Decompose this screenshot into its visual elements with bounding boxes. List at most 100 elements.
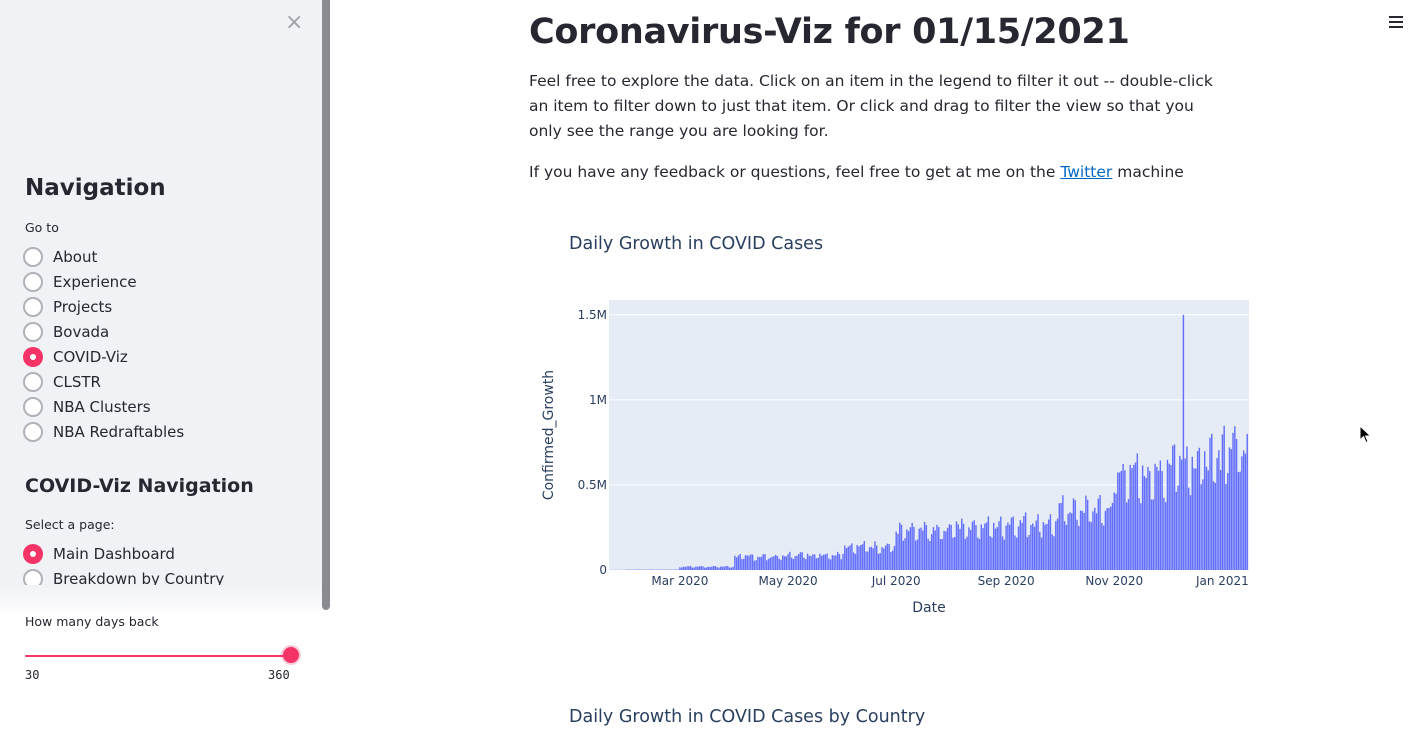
daily-growth-chart[interactable]: 0 0.5M 1M 1.5M Mar 2020 May 2020 Jul 2020 Sep 2… bbox=[529, 290, 1269, 625]
bar bbox=[1000, 516, 1002, 570]
bar bbox=[716, 567, 718, 570]
bar bbox=[886, 543, 889, 570]
bar bbox=[1033, 526, 1036, 570]
bar bbox=[978, 538, 981, 570]
page-radio-main-dashboard[interactable]: Main Dashboard bbox=[23, 541, 224, 566]
radio-label: Main Dashboard bbox=[53, 544, 175, 563]
hamburger-menu-icon[interactable] bbox=[1389, 16, 1403, 30]
bar bbox=[851, 543, 853, 570]
radio-selected-icon[interactable] bbox=[23, 543, 43, 564]
bar bbox=[890, 551, 892, 570]
bar bbox=[686, 566, 688, 570]
bar bbox=[1180, 459, 1183, 570]
bar bbox=[1244, 453, 1247, 570]
bar bbox=[680, 567, 683, 570]
bar bbox=[1019, 520, 1022, 570]
nav-radio-clstr[interactable]: CLSTR bbox=[23, 369, 184, 394]
radio-label: Experience bbox=[53, 272, 137, 291]
days-back-slider-track[interactable] bbox=[25, 655, 291, 657]
bar bbox=[760, 556, 763, 570]
bar bbox=[1026, 537, 1029, 570]
bar bbox=[993, 522, 995, 570]
nav-radio-nba-clusters[interactable]: NBA Clusters bbox=[23, 394, 184, 419]
nav-radio-nba-redraftables[interactable]: NBA Redraftables bbox=[23, 419, 184, 444]
bar bbox=[835, 555, 837, 570]
bar bbox=[789, 551, 791, 570]
bar bbox=[865, 551, 867, 570]
bar bbox=[721, 566, 724, 570]
bar bbox=[1172, 445, 1174, 570]
bar bbox=[964, 538, 967, 570]
bar bbox=[1008, 524, 1011, 570]
radio-unselected-icon[interactable] bbox=[23, 246, 43, 267]
bar bbox=[1083, 512, 1085, 570]
bar bbox=[833, 555, 835, 570]
bar bbox=[881, 547, 883, 570]
bar bbox=[957, 524, 959, 570]
chart2-title: Daily Growth in COVID Cases by Country bbox=[569, 707, 926, 727]
bar bbox=[725, 565, 727, 570]
bar bbox=[1195, 468, 1197, 570]
bar bbox=[712, 566, 715, 570]
sidebar: × Navigation Go to About Experience Projec… bbox=[0, 0, 322, 730]
nav-radio-projects[interactable]: Projects bbox=[23, 294, 184, 319]
radio-unselected-icon[interactable] bbox=[23, 421, 43, 442]
bar bbox=[982, 528, 984, 570]
nav-radio-bovada[interactable]: Bovada bbox=[23, 319, 184, 344]
bar bbox=[1055, 521, 1057, 570]
page-title: Coronavirus-Viz for 01/15/2021 bbox=[529, 12, 1130, 52]
bar bbox=[1129, 464, 1131, 570]
y-axis-title: Confirmed_Growth bbox=[541, 370, 557, 500]
sidebar-scrollbar[interactable] bbox=[322, 0, 330, 610]
nav-radio-about[interactable]: About bbox=[23, 244, 184, 269]
bar bbox=[799, 552, 802, 570]
bar bbox=[950, 524, 952, 570]
bar bbox=[766, 560, 768, 570]
bar bbox=[854, 553, 857, 570]
radio-unselected-icon[interactable] bbox=[23, 371, 43, 392]
bar bbox=[991, 537, 993, 570]
bar bbox=[1193, 468, 1195, 570]
days-back-label: How many days back bbox=[25, 614, 159, 629]
bar bbox=[1136, 453, 1139, 570]
days-back-slider-thumb[interactable] bbox=[283, 647, 299, 663]
bar bbox=[796, 555, 798, 570]
bar bbox=[1039, 531, 1041, 570]
bar bbox=[828, 558, 830, 570]
radio-unselected-icon[interactable] bbox=[23, 396, 43, 417]
bar bbox=[1035, 520, 1037, 570]
bar bbox=[1228, 447, 1231, 570]
bar bbox=[829, 559, 832, 570]
bar bbox=[695, 566, 697, 570]
twitter-link[interactable]: Twitter bbox=[1060, 163, 1113, 181]
bar bbox=[1102, 525, 1105, 570]
bar bbox=[711, 566, 713, 570]
bar bbox=[1040, 537, 1043, 570]
radio-unselected-icon[interactable] bbox=[23, 321, 43, 342]
radio-label: About bbox=[53, 247, 98, 266]
radio-label: CLSTR bbox=[53, 372, 101, 391]
bar bbox=[968, 527, 970, 570]
bar bbox=[1076, 519, 1078, 570]
radio-selected-icon[interactable] bbox=[23, 346, 43, 367]
bar bbox=[808, 555, 811, 570]
bar bbox=[1164, 502, 1167, 570]
radio-unselected-icon[interactable] bbox=[23, 271, 43, 292]
nav-radio-covid-viz[interactable]: COVID-Viz bbox=[23, 344, 184, 369]
bar bbox=[922, 530, 924, 570]
bar bbox=[1150, 499, 1153, 570]
bar bbox=[718, 567, 720, 570]
bar bbox=[1063, 521, 1066, 570]
bar bbox=[1094, 507, 1096, 570]
page-radio-breakdown-by-country[interactable]: Breakdown by Country bbox=[23, 566, 224, 591]
bar bbox=[698, 566, 701, 570]
nav-radio-experience[interactable]: Experience bbox=[23, 269, 184, 294]
bar bbox=[1115, 493, 1117, 570]
close-icon[interactable]: × bbox=[285, 10, 304, 35]
bar bbox=[1166, 459, 1169, 570]
radio-unselected-icon[interactable] bbox=[23, 296, 43, 317]
bar bbox=[1173, 444, 1176, 570]
bar bbox=[744, 555, 747, 570]
bar bbox=[762, 554, 764, 570]
radio-label: Projects bbox=[53, 297, 113, 316]
